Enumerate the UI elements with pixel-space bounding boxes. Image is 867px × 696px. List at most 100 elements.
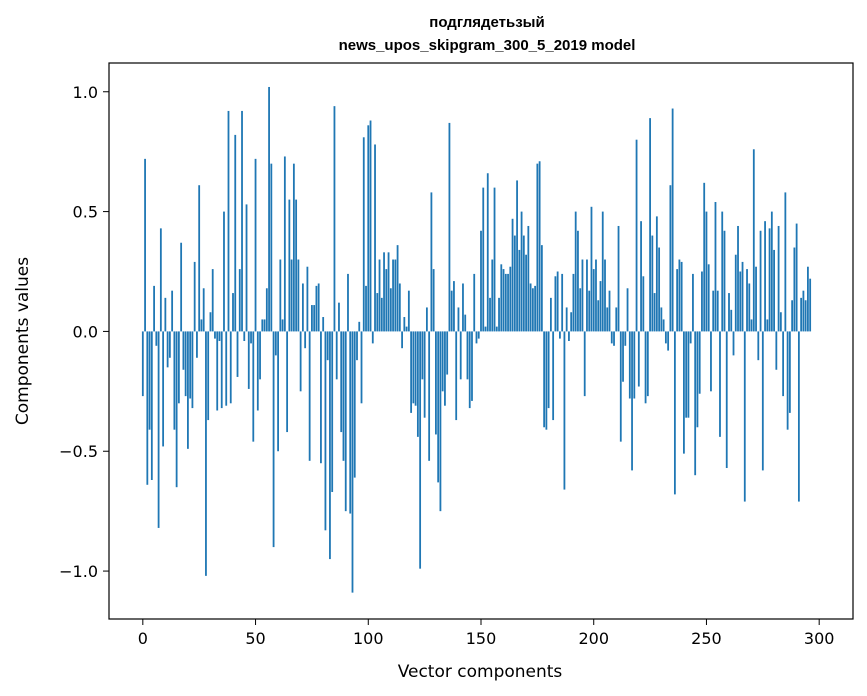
bar-244 <box>692 273 694 332</box>
bar-278 <box>768 228 771 332</box>
bar-219 <box>635 139 638 332</box>
bar-99 <box>365 285 367 332</box>
bar-18 <box>182 331 185 370</box>
bar-57 <box>270 163 273 332</box>
bar-179 <box>545 331 548 430</box>
bar-228 <box>655 216 658 332</box>
x-tick-label: 100 <box>353 629 384 648</box>
bar-115 <box>401 331 403 349</box>
bar-5 <box>153 285 155 332</box>
bar-293 <box>802 290 805 332</box>
bar-20 <box>187 331 189 449</box>
bar-135 <box>446 331 449 375</box>
y-axis-label: Components values <box>13 257 33 425</box>
bar-222 <box>642 276 645 332</box>
bar-137 <box>450 290 453 332</box>
bar-145 <box>468 331 471 409</box>
bar-276 <box>764 221 766 332</box>
bar-12 <box>168 331 171 358</box>
bar-119 <box>410 331 413 413</box>
bar-257 <box>721 211 724 332</box>
bar-243 <box>689 331 692 344</box>
bar-97 <box>360 331 363 404</box>
y-axis-ticks: −1.0 −0.5 0.0 0.5 1.0 <box>59 83 109 581</box>
bar-166 <box>516 180 518 332</box>
bar-3 <box>148 331 151 430</box>
x-axis-ticks: 0 50 100 150 200 250 300 <box>138 619 834 648</box>
bar-26 <box>200 319 203 332</box>
bar-71 <box>301 283 304 332</box>
bar-234 <box>669 185 672 332</box>
bar-82 <box>326 331 329 361</box>
bar-248 <box>701 271 703 332</box>
bar-47 <box>247 331 250 389</box>
bar-247 <box>698 331 701 394</box>
bar-147 <box>473 273 476 332</box>
bar-28 <box>205 331 207 576</box>
bar-31 <box>211 269 214 332</box>
bar-107 <box>383 252 385 332</box>
bar-194 <box>579 288 582 332</box>
bar-111 <box>392 259 394 332</box>
y-tick-label: 0.0 <box>73 322 98 341</box>
bar-204 <box>601 211 604 332</box>
bar-27 <box>202 288 205 332</box>
bar-130 <box>435 331 437 435</box>
bar-191 <box>572 273 575 332</box>
chart-title-line-2: news_upos_skipgram_300_5_2019 model <box>339 37 636 54</box>
bar-81 <box>324 331 327 531</box>
bar-294 <box>804 300 807 332</box>
bar-45 <box>243 331 246 341</box>
bar-112 <box>394 259 397 332</box>
bar-161 <box>504 273 507 332</box>
bar-152 <box>484 326 487 332</box>
bar-273 <box>757 331 760 361</box>
bars-group <box>141 86 812 593</box>
bar-274 <box>759 230 762 332</box>
bar-37 <box>225 331 228 406</box>
bar-264 <box>737 225 739 332</box>
bar-275 <box>761 331 764 471</box>
bar-196 <box>583 331 586 397</box>
bar-197 <box>586 259 588 332</box>
bar-40 <box>232 293 234 332</box>
bar-256 <box>719 331 721 437</box>
bar-25 <box>198 185 201 332</box>
bar-177 <box>540 245 543 332</box>
bar-169 <box>522 235 525 332</box>
bar-121 <box>414 331 417 406</box>
bar-68 <box>295 199 298 332</box>
bar-10 <box>164 297 167 332</box>
bar-86 <box>335 331 338 380</box>
bar-255 <box>716 290 719 332</box>
bar-70 <box>299 331 302 392</box>
bar-43 <box>238 269 241 332</box>
bar-233 <box>667 331 670 351</box>
bar-39 <box>229 331 232 404</box>
bar-118 <box>407 290 410 332</box>
bar-6 <box>155 331 158 346</box>
bar-159 <box>500 264 503 332</box>
bar-22 <box>191 331 194 409</box>
bar-134 <box>444 331 446 406</box>
bar-178 <box>543 331 546 428</box>
bar-272 <box>755 266 757 332</box>
bar-67 <box>292 163 295 332</box>
bar-131 <box>437 331 440 483</box>
bar-249 <box>703 182 706 332</box>
bar-24 <box>196 331 198 358</box>
bar-160 <box>502 269 505 332</box>
bar-259 <box>725 331 728 469</box>
bar-224 <box>646 331 649 397</box>
bar-76 <box>313 305 316 332</box>
bar-100 <box>367 125 370 332</box>
x-tick-label: 0 <box>138 629 148 648</box>
bar-143 <box>464 314 467 332</box>
bar-73 <box>306 266 309 332</box>
bar-215 <box>626 288 629 332</box>
bar-87 <box>338 302 340 332</box>
bar-69 <box>297 259 300 332</box>
bar-230 <box>660 307 663 332</box>
x-tick-label: 150 <box>466 629 497 648</box>
bar-291 <box>797 331 800 502</box>
